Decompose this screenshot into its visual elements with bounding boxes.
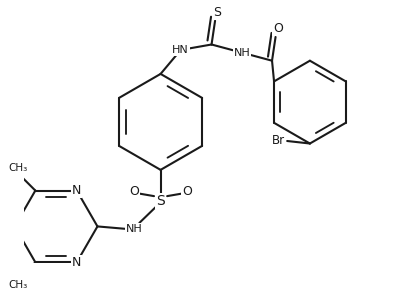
Text: O: O — [182, 185, 192, 198]
Text: N: N — [72, 256, 81, 269]
Text: S: S — [214, 6, 221, 19]
Text: CH₃: CH₃ — [8, 163, 27, 173]
Text: O: O — [273, 22, 283, 35]
Text: NH: NH — [126, 224, 143, 234]
Text: HN: HN — [172, 45, 189, 55]
Text: S: S — [156, 194, 165, 208]
Text: NH: NH — [233, 48, 250, 58]
Text: O: O — [129, 185, 139, 198]
Text: N: N — [72, 184, 81, 197]
Text: CH₃: CH₃ — [8, 280, 27, 288]
Text: Br: Br — [272, 134, 285, 147]
